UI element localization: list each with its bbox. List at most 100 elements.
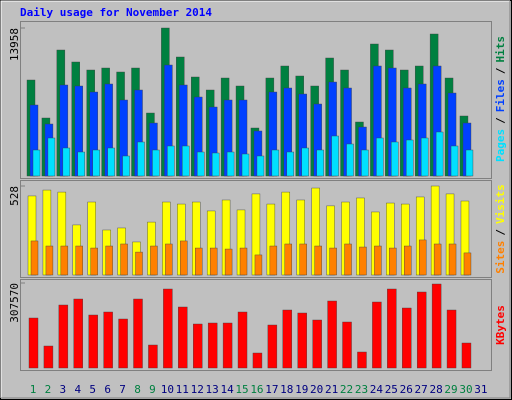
x-tick-label: 1 [30, 383, 37, 396]
bar [346, 143, 354, 177]
x-tick-label: 18 [280, 383, 293, 396]
bar [150, 245, 158, 276]
bar [297, 312, 307, 369]
bar [431, 283, 442, 369]
bar [433, 243, 442, 276]
bar [182, 145, 190, 177]
x-tick-label: 3 [60, 383, 67, 396]
legend: Pages / Files / Hits [494, 36, 507, 162]
bar [420, 137, 429, 177]
bar [137, 141, 145, 177]
bar [376, 137, 384, 177]
bar [269, 245, 278, 276]
bar [211, 152, 220, 177]
legend-entry: Pages [494, 129, 507, 162]
bar [387, 288, 397, 369]
bar [372, 301, 382, 369]
bar [118, 318, 128, 369]
bar [92, 149, 100, 177]
x-tick-label: 23 [355, 383, 368, 396]
y-tick-label: 13958 [8, 28, 21, 61]
bar [329, 247, 337, 276]
bar [327, 300, 337, 369]
legend-entry: Files [494, 79, 507, 112]
x-tick-label: 11 [176, 383, 189, 396]
x-tick-label: 21 [325, 383, 338, 396]
bar [148, 344, 158, 369]
bar [416, 291, 427, 369]
bar [120, 243, 128, 276]
bar [237, 311, 248, 369]
bar [88, 314, 98, 369]
bar [73, 298, 83, 369]
bar [301, 147, 309, 177]
bar [180, 240, 188, 276]
x-tick-label: 27 [415, 383, 428, 396]
bar [344, 243, 352, 276]
x-tick-label: 6 [104, 383, 111, 396]
bar [312, 319, 322, 369]
bar [178, 306, 188, 369]
legend-separator: / [494, 67, 507, 74]
bar [45, 245, 54, 276]
bar [163, 288, 173, 369]
bar [62, 147, 71, 177]
legend-entry: KBytes [494, 305, 507, 345]
bar [252, 352, 263, 369]
bar [316, 149, 324, 177]
bar [197, 151, 205, 177]
legend: Sites / Visits [494, 184, 507, 274]
x-tick-label: 20 [310, 383, 323, 396]
bar [254, 254, 263, 276]
bar [43, 345, 54, 369]
x-tick-label: 12 [191, 383, 204, 396]
x-tick-label: 16 [250, 383, 263, 396]
x-tick-label: 30 [459, 383, 472, 396]
x-tick-label: 9 [149, 383, 156, 396]
legend: KBytes [494, 305, 507, 345]
bar [256, 155, 265, 177]
bar [207, 322, 218, 369]
bar [167, 145, 175, 177]
x-tick-label: 15 [235, 383, 248, 396]
bar [450, 145, 459, 177]
bar [331, 135, 339, 177]
bar [374, 245, 382, 276]
x-tick-label: 7 [119, 383, 126, 396]
x-tick-label: 17 [265, 383, 278, 396]
bar [30, 240, 39, 276]
bar [195, 247, 203, 276]
bar [402, 307, 412, 369]
x-tick-label: 29 [444, 383, 457, 396]
x-tick-label: 24 [370, 383, 384, 396]
bar [299, 243, 307, 276]
bar [435, 131, 444, 177]
bar [463, 252, 472, 276]
legend-entry: Hits [494, 36, 507, 63]
bar [239, 247, 248, 276]
bar [314, 245, 322, 276]
legend-entry: Sites [494, 241, 507, 274]
bar [60, 245, 69, 276]
bar [193, 323, 203, 369]
bar [404, 245, 412, 276]
x-tick-label: 22 [340, 383, 353, 396]
bar [391, 141, 399, 177]
bar [75, 245, 83, 276]
x-tick-label: 31 [474, 383, 487, 396]
bar [28, 317, 39, 369]
bar [107, 147, 115, 177]
bar [342, 321, 352, 369]
x-tick-label: 5 [89, 383, 96, 396]
bar [406, 139, 414, 177]
bar [267, 324, 278, 369]
bar [209, 247, 218, 276]
x-tick-label: 13 [206, 383, 219, 396]
bar [284, 243, 293, 276]
x-tick-label: 2 [45, 383, 52, 396]
x-tick-label: 25 [385, 383, 398, 396]
bar [226, 151, 235, 177]
bar [90, 247, 98, 276]
